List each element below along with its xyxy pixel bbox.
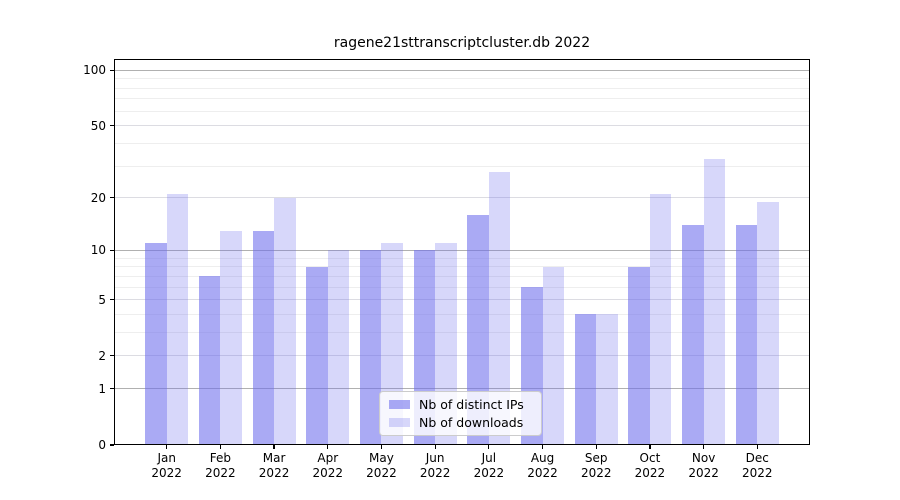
bar-distinct-ips <box>735 225 758 445</box>
grid-line-90 <box>114 78 810 80</box>
x-tick <box>434 445 436 449</box>
bar-downloads <box>703 158 726 445</box>
grid-line-8 <box>114 266 810 268</box>
x-tick-label: Nov 2022 <box>688 451 719 480</box>
x-tick-label: Feb 2022 <box>205 451 236 480</box>
y-tick-label: 10 <box>90 243 106 258</box>
grid-line-3 <box>114 331 810 333</box>
x-tick-label: Jan 2022 <box>151 451 182 480</box>
x-tick <box>273 445 275 449</box>
grid-line-5 <box>114 299 810 301</box>
x-tick-label: Sep 2022 <box>580 451 612 480</box>
x-tick-label: Jun 2022 <box>419 451 451 480</box>
bar-distinct-ips <box>306 266 328 445</box>
grid-line-80 <box>114 87 810 89</box>
grid-line-2 <box>114 355 810 357</box>
x-tick <box>756 445 758 449</box>
y-tick-label: 2 <box>98 348 106 363</box>
grid-line-10 <box>114 249 810 251</box>
y-tick <box>110 355 114 357</box>
x-tick-label: Jul 2022 <box>473 451 505 480</box>
x-tick-label: Apr 2022 <box>312 451 344 480</box>
y-tick-label: 0 <box>98 438 106 452</box>
legend-item-distinct-ips: Nb of distinct IPs <box>389 397 532 412</box>
bar-distinct-ips <box>252 230 275 445</box>
bar-distinct-ips <box>574 314 597 445</box>
bar-downloads <box>649 194 672 445</box>
x-tick <box>327 445 329 449</box>
x-tick-label: Dec 2022 <box>742 451 773 480</box>
bar-distinct-ips <box>145 243 167 445</box>
legend-label-downloads: Nb of downloads <box>419 415 524 430</box>
y-tick-label: 20 <box>90 190 106 205</box>
x-tick-label: Oct 2022 <box>634 451 666 480</box>
y-tick-label: 1 <box>98 381 106 396</box>
y-tick <box>110 197 114 199</box>
legend-swatch-distinct-ips <box>389 400 410 409</box>
bar-downloads <box>542 266 565 445</box>
y-tick <box>110 444 114 446</box>
bar-distinct-ips <box>467 214 489 445</box>
bar-distinct-ips <box>198 276 221 445</box>
x-tick <box>166 445 168 449</box>
y-tick-label: 50 <box>90 118 106 133</box>
bar-downloads <box>488 171 511 445</box>
x-tick <box>541 445 544 449</box>
x-tick <box>595 445 597 449</box>
plot-area <box>114 59 810 445</box>
bar-downloads <box>166 194 189 445</box>
bar-downloads <box>596 314 618 445</box>
x-tick-label: Aug 2022 <box>527 451 558 480</box>
y-tick <box>110 388 114 390</box>
grid-line-70 <box>114 98 810 100</box>
bar-distinct-ips <box>359 250 382 445</box>
bar-distinct-ips <box>682 225 704 445</box>
y-tick-label: 100 <box>83 63 106 78</box>
legend-swatch-downloads <box>389 418 410 427</box>
y-tick <box>110 69 114 71</box>
bar-downloads <box>274 197 296 445</box>
grid-line-6 <box>114 286 810 288</box>
chart-title: ragene21sttranscriptcluster.db 2022 <box>333 35 591 51</box>
x-tick-label: Mar 2022 <box>258 451 290 480</box>
legend: Nb of distinct IPs Nb of downloads <box>379 391 542 436</box>
x-tick <box>219 445 222 449</box>
y-tick <box>110 298 114 301</box>
bar-downloads <box>757 201 779 445</box>
grid-line-7 <box>114 275 810 277</box>
x-tick <box>702 445 705 449</box>
y-tick <box>110 125 114 127</box>
bar-distinct-ips <box>628 266 650 445</box>
y-tick-label: 5 <box>98 292 106 307</box>
bar-downloads <box>220 230 242 445</box>
legend-label-distinct-ips: Nb of distinct IPs <box>419 397 524 412</box>
legend-item-downloads: Nb of downloads <box>389 415 532 430</box>
x-tick <box>488 445 490 449</box>
x-tick <box>380 445 383 449</box>
x-tick <box>649 445 651 449</box>
grid-line-40 <box>114 142 810 144</box>
grid-line-30 <box>114 165 810 167</box>
grid-line-4 <box>114 313 810 315</box>
grid-line-100 <box>114 69 810 71</box>
bar-downloads <box>327 250 350 445</box>
y-tick <box>110 249 114 251</box>
x-tick-label: May 2022 <box>366 451 397 480</box>
grid-line-50 <box>114 125 810 127</box>
grid-line-1 <box>114 388 810 390</box>
grid-line-60 <box>114 110 810 112</box>
grid-line-9 <box>114 257 810 259</box>
grid-line-20 <box>114 197 810 199</box>
